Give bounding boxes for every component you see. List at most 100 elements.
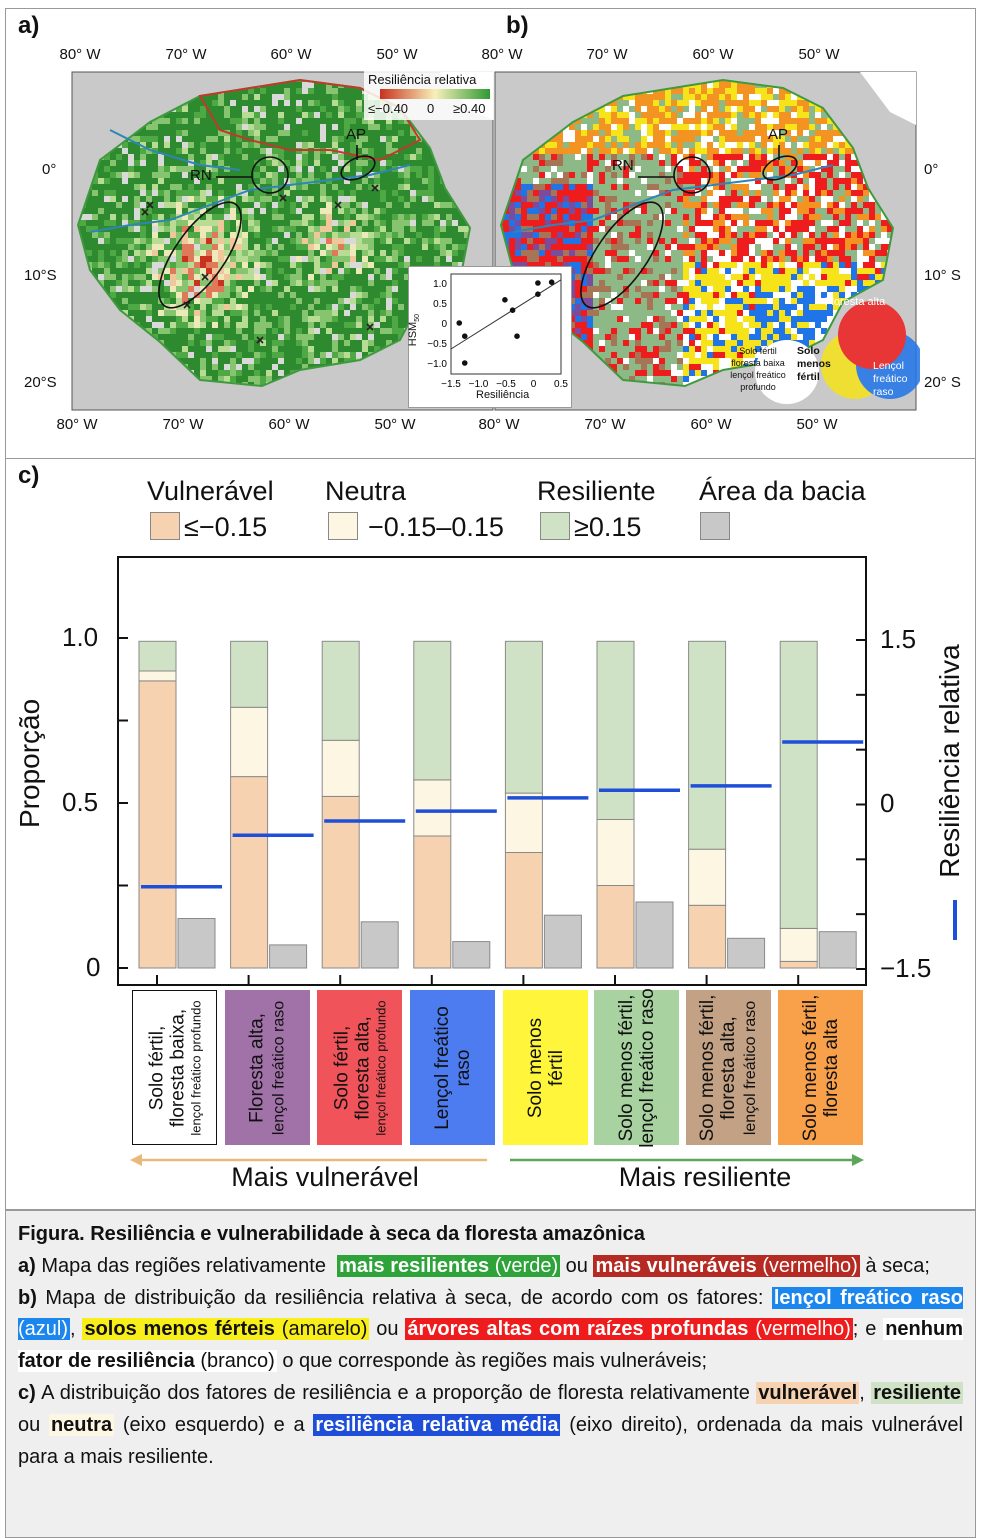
category-box: Lençol freático raso	[410, 990, 495, 1145]
ap-label: AP	[346, 126, 367, 143]
caption-a: a) Mapa das regiões relativamente mais r…	[18, 1254, 930, 1277]
bar-area-bacia	[635, 901, 674, 969]
lon-label: 60° W	[692, 46, 734, 63]
figure-frame	[5, 8, 976, 1210]
lat-label: 10° S	[924, 267, 961, 284]
inset-frame	[450, 273, 562, 375]
inset-point	[461, 333, 468, 339]
bar-area-bacia	[818, 931, 857, 969]
bar-resiliente	[321, 640, 360, 741]
inset-x-tick: −1.0	[469, 379, 489, 390]
inset-y-tick: −0.5	[427, 339, 447, 350]
bar-neutra	[688, 848, 727, 906]
rn-circle	[251, 156, 289, 194]
inset-y-tick: −1.0	[427, 359, 447, 370]
legend-swatch-area	[700, 512, 730, 540]
floresta-circle	[838, 301, 906, 369]
bar-area-bacia	[269, 944, 308, 969]
basin-outline	[499, 78, 895, 388]
legend-range-vulneravel: ≤−0.15	[184, 512, 268, 542]
label-mais-vulneravel: Mais vulnerável	[231, 1162, 419, 1192]
lat-label: 20° S	[924, 374, 961, 391]
lon-label: 60° W	[690, 416, 732, 433]
lon-label: 70° W	[584, 416, 626, 433]
panel-a-label: a)	[18, 12, 40, 39]
bar-neutra	[413, 779, 452, 837]
lon-label: 70° W	[586, 46, 628, 63]
y-right-axis-label: Resiliência relativa	[934, 644, 965, 878]
caption-c: c) A distribuição dos fatores de resiliê…	[18, 1381, 964, 1468]
venn-lencol-raso: Lençol freático raso	[873, 360, 908, 398]
right-axis-line-key	[953, 900, 957, 940]
y-right-tick-label: −1.5	[880, 953, 932, 983]
bar-neutra	[596, 819, 635, 886]
site-markers	[141, 184, 379, 344]
venn-solo-menos-fertil: Solo menos fértil	[797, 345, 831, 383]
legend-color-bar	[380, 89, 490, 99]
category-box: Solo menos fértil, floresta alta, lençol f…	[686, 990, 771, 1145]
lon-label: 50° W	[374, 416, 416, 433]
lon-label: 50° W	[796, 416, 838, 433]
legend-swatch-neutra	[328, 512, 358, 540]
legend-resiliente: Resiliente	[537, 476, 656, 506]
divider	[5, 458, 976, 459]
legend-swatch-resiliente	[540, 512, 570, 540]
bar-neutra	[504, 792, 543, 854]
inset-scatter-plot: −1.5 −1.0 −0.5 0 0.5 1.0 0.5 0 −0.5 −1.0	[408, 266, 572, 408]
lat-label: 0°	[924, 161, 939, 178]
bar-resiliente	[138, 640, 177, 672]
amazon-river	[89, 164, 411, 233]
ap-ellipse	[340, 155, 376, 181]
rn-label: RN	[190, 167, 212, 184]
lon-label: 70° W	[162, 416, 204, 433]
y-tick-label: 0.5	[62, 787, 99, 817]
legend-title: Resiliência relativa	[368, 72, 477, 87]
bar-area-bacia	[177, 918, 216, 969]
bar-resiliente	[504, 640, 543, 794]
bar-neutra	[321, 739, 360, 797]
direction-arrows	[130, 1154, 864, 1166]
lon-label: 60° W	[268, 416, 310, 433]
bar-vulneravel	[596, 885, 635, 969]
inset-point	[535, 280, 541, 286]
label-mais-resiliente: Mais resiliente	[618, 1162, 792, 1192]
inset-point	[548, 279, 555, 285]
category-box: Solo menos fértil	[503, 990, 588, 1145]
bar-vulneravel	[321, 795, 360, 969]
inset-fit-line	[450, 279, 562, 350]
inset-x-tick: −1.5	[441, 379, 461, 390]
bar-vulneravel	[504, 852, 543, 969]
arrow-right-icon	[852, 1154, 864, 1166]
y-axis-label: Proporção	[14, 698, 45, 828]
ap-label: AP	[768, 126, 789, 143]
panel-b-label: b)	[506, 12, 529, 39]
legend-area-bacia: Área da bacia	[699, 476, 866, 506]
site-x-icon	[141, 208, 149, 216]
inset-point	[535, 291, 541, 297]
category-box: Solo menos fértil, floresta alta	[778, 990, 863, 1145]
lon-label: 50° W	[376, 46, 418, 63]
site-x-icon	[279, 194, 287, 202]
guiana-outline	[198, 78, 422, 162]
river	[109, 129, 241, 171]
site-x-icon	[334, 201, 342, 209]
caption-b: b) Mapa de distribuição da resiliência r…	[18, 1286, 964, 1373]
bar-vulneravel	[688, 904, 727, 969]
no-factor-circle	[755, 340, 819, 404]
legend-swatch-vulneravel	[150, 512, 180, 540]
category-box: Solo fértil, floresta alta, lençol freátic…	[317, 990, 402, 1145]
caption-title: Figura. Resiliência e vulnerabilidade à …	[18, 1223, 645, 1245]
site-x-icon	[183, 301, 191, 309]
bar-area-bacia	[452, 941, 491, 969]
category-box: Floresta alta, lençol freático raso	[225, 990, 310, 1145]
ap-ellipse	[762, 155, 798, 181]
lat-label: 0°	[42, 161, 57, 178]
southwest-ellipse	[158, 201, 242, 309]
inset-point	[461, 360, 468, 366]
site-x-icon	[146, 201, 154, 209]
inset-x-tick: 0	[531, 379, 537, 390]
bar-area-bacia	[543, 914, 582, 969]
legend-mid: 0	[427, 101, 435, 116]
arrow-left-icon	[130, 1154, 142, 1166]
inset-point	[502, 297, 508, 303]
